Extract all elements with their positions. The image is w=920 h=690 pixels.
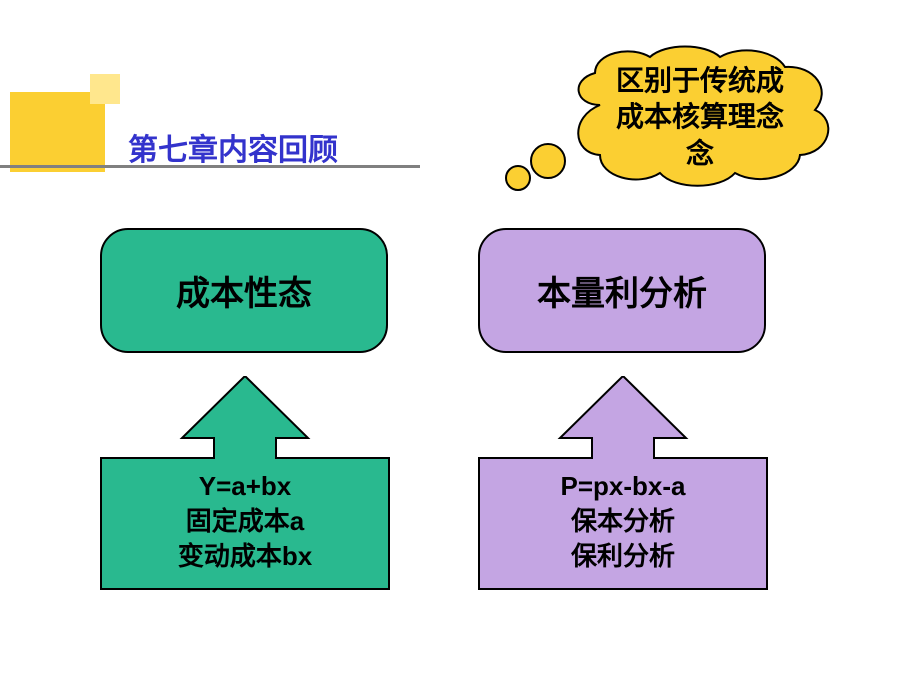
decor-square-large (10, 92, 105, 172)
cloud-main: 区别于传统成 成本核算理念 念 (560, 45, 840, 185)
arrow-right-svg (478, 376, 768, 460)
cloud-text: 区别于传统成 成本核算理念 念 (560, 63, 840, 172)
left-line2: 固定成本a (107, 504, 383, 539)
decor-square-small (90, 74, 120, 104)
right-line2: 保本分析 (485, 504, 761, 539)
thought-cloud: 区别于传统成 成本核算理念 念 (500, 45, 850, 195)
box-cvp-analysis: 本量利分析 (478, 228, 766, 353)
left-line3: 变动成本bx (107, 539, 383, 574)
arrow-block-left: Y=a+bx 固定成本a 变动成本bx (100, 378, 390, 590)
box-cvp-analysis-label: 本量利分析 (537, 266, 707, 315)
arrow-left-svg (100, 376, 390, 460)
left-formula: Y=a+bx (107, 469, 383, 504)
cloud-line-1: 区别于传统成 (560, 63, 840, 99)
box-cost-behavior: 成本性态 (100, 228, 388, 353)
cloud-line-2: 成本核算理念 (560, 99, 840, 135)
arrow-left-body: Y=a+bx 固定成本a 变动成本bx (100, 457, 390, 590)
box-cost-behavior-label: 成本性态 (176, 266, 312, 315)
cloud-line-3: 念 (560, 136, 840, 172)
arrow-right-body: P=px-bx-a 保本分析 保利分析 (478, 457, 768, 590)
arrow-block-right: P=px-bx-a 保本分析 保利分析 (478, 378, 768, 590)
cloud-bubble-1 (505, 165, 531, 191)
page-title: 第七章内容回顾 (128, 125, 338, 169)
right-formula: P=px-bx-a (485, 469, 761, 504)
right-line3: 保利分析 (485, 539, 761, 574)
